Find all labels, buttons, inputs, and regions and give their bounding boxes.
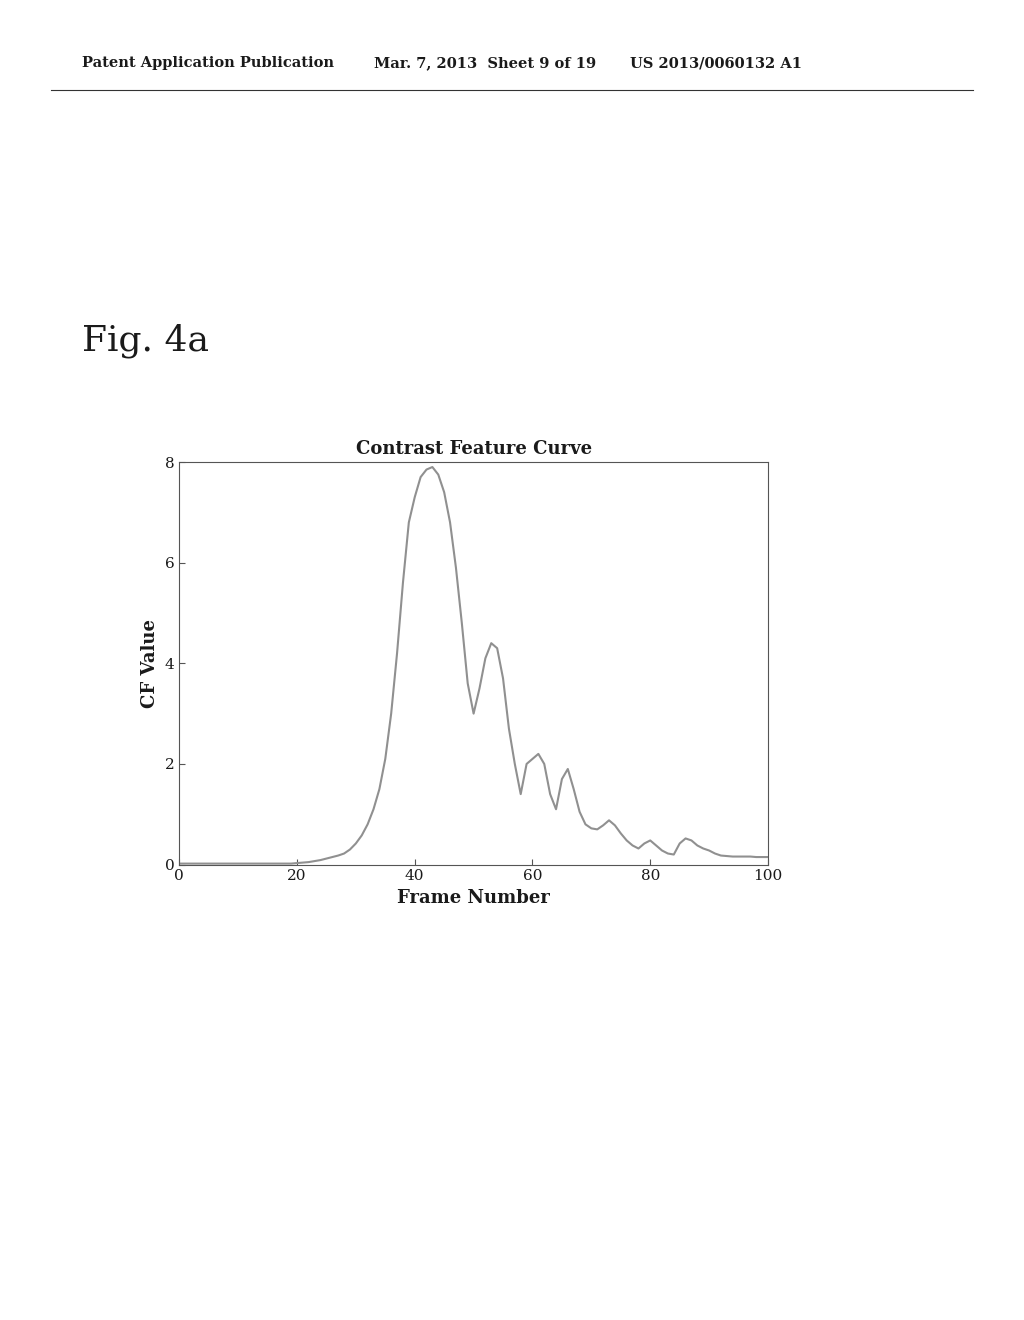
Text: Mar. 7, 2013  Sheet 9 of 19: Mar. 7, 2013 Sheet 9 of 19	[374, 57, 596, 70]
Y-axis label: CF Value: CF Value	[141, 619, 159, 708]
X-axis label: Frame Number: Frame Number	[397, 888, 550, 907]
Text: Patent Application Publication: Patent Application Publication	[82, 57, 334, 70]
Text: US 2013/0060132 A1: US 2013/0060132 A1	[630, 57, 802, 70]
Text: Fig. 4a: Fig. 4a	[82, 323, 209, 358]
Title: Contrast Feature Curve: Contrast Feature Curve	[355, 440, 592, 458]
